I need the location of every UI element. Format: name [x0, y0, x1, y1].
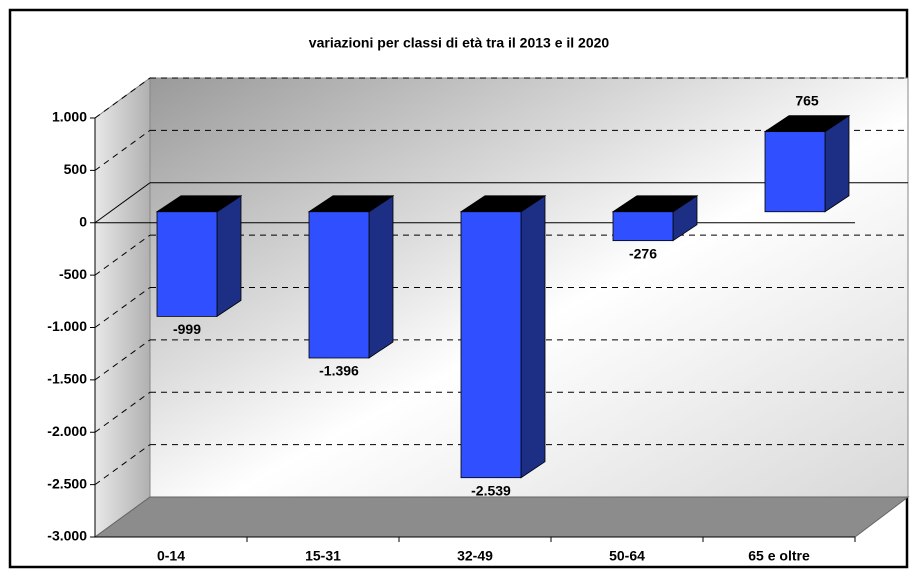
x-tick-label: 32-49 — [457, 548, 493, 564]
y-tick-label: -1.000 — [47, 318, 87, 334]
x-tick-label: 0-14 — [157, 548, 185, 564]
bar-side — [216, 195, 242, 318]
bar — [612, 211, 674, 242]
grid-line — [94, 391, 151, 433]
y-tick-label: 0 — [79, 213, 87, 229]
grid-line — [94, 182, 151, 224]
bar-side — [824, 114, 850, 213]
bar-side — [368, 195, 394, 359]
x-tick-label: 15-31 — [305, 548, 341, 564]
y-tick-label: -1.500 — [47, 371, 87, 387]
y-tick-label: -500 — [59, 266, 87, 282]
grid-line — [94, 287, 151, 328]
y-tick-label: -2.000 — [47, 423, 87, 439]
y-tick-label: -2.500 — [47, 475, 87, 491]
x-tick-label: 50-64 — [609, 548, 645, 564]
bar — [764, 131, 826, 213]
bar — [308, 211, 370, 359]
grid-line — [94, 339, 151, 381]
grid-line — [94, 77, 151, 119]
x-tick-label: 65 e oltre — [748, 548, 810, 564]
bar — [460, 211, 522, 479]
value-label: -999 — [173, 321, 201, 337]
chart-title: variazioni per classi di età tra il 2013… — [309, 35, 610, 51]
value-label: -1.396 — [319, 363, 359, 379]
grid-line — [94, 129, 151, 171]
grid-line — [94, 444, 151, 486]
y-tick-label: 1.000 — [52, 109, 87, 125]
floor — [93, 496, 910, 538]
value-label: 765 — [795, 92, 819, 108]
y-tick-label: 500 — [64, 161, 88, 177]
bar-side — [520, 195, 546, 479]
value-label: -2.539 — [471, 482, 511, 498]
value-label: -276 — [629, 245, 657, 261]
grid-line — [94, 234, 151, 276]
bar — [156, 211, 218, 317]
y-tick-label: -3.000 — [47, 528, 87, 544]
